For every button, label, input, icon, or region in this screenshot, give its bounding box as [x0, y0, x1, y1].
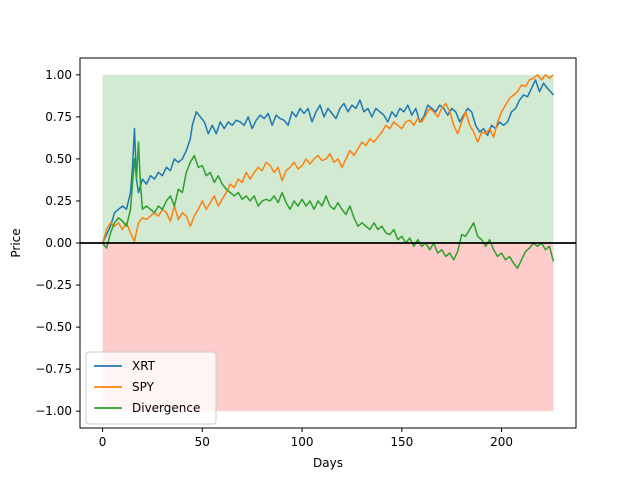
- legend-box: [85, 351, 217, 425]
- x-axis-ticks: 0 50 100 150 200: [99, 428, 513, 449]
- y-tick-label: 0.00: [45, 236, 72, 250]
- y-tick-label: 0.25: [45, 194, 72, 208]
- positive-region: [102, 74, 554, 244]
- x-axis-label: Days: [313, 456, 343, 470]
- legend: XRT SPY Divergence: [85, 351, 217, 425]
- series-lines: [101, 74, 555, 269]
- x-tick-label: 100: [291, 435, 314, 449]
- series-line-divergence: [101, 141, 555, 269]
- series-line-spy: [101, 74, 554, 244]
- y-tick-label: 0.75: [45, 110, 72, 124]
- legend-label-spy: SPY: [132, 380, 155, 394]
- y-tick-label: −1.00: [35, 404, 72, 418]
- series-line-xrt: [101, 79, 555, 244]
- y-axis-label: Price: [9, 228, 23, 257]
- y-tick-label: −0.25: [35, 278, 72, 292]
- y-tick-label: 1.00: [45, 68, 72, 82]
- y-tick-label: 0.50: [45, 152, 72, 166]
- legend-label-divergence: Divergence: [132, 401, 200, 415]
- y-tick-label: −0.75: [35, 362, 72, 376]
- legend-label-xrt: XRT: [132, 359, 156, 373]
- x-tick-label: 150: [390, 435, 413, 449]
- x-tick-label: 200: [490, 435, 513, 449]
- y-tick-label: −0.50: [35, 320, 72, 334]
- x-tick-label: 50: [195, 435, 210, 449]
- x-tick-label: 0: [99, 435, 107, 449]
- y-axis-ticks: −1.00 −0.75 −0.50 −0.25 0.00 0.25 0.50 0.75 1.00: [35, 68, 80, 418]
